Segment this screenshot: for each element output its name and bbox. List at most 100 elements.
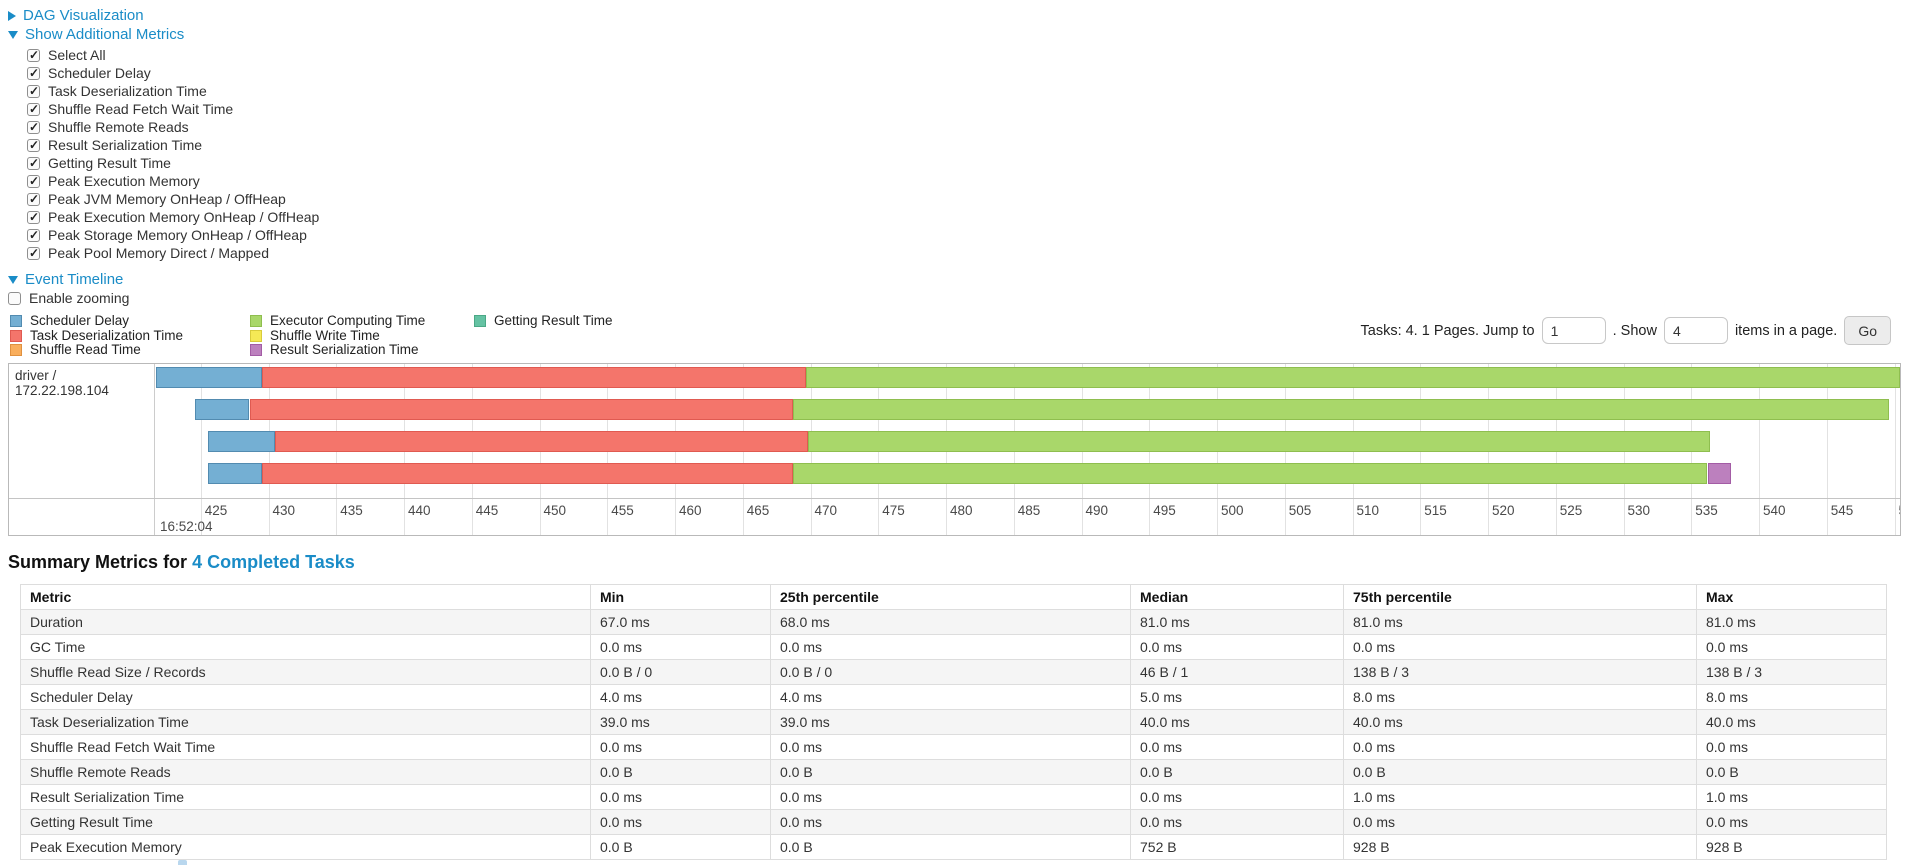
- go-button[interactable]: Go: [1844, 316, 1891, 345]
- metric-checkbox-row[interactable]: Peak Pool Memory Direct / Mapped: [27, 244, 1901, 262]
- checkbox-label: Getting Result Time: [48, 155, 171, 171]
- event-timeline-chart: driver / 172.22.198.104 425 430 435 440 445 4…: [8, 363, 1901, 536]
- checkbox-icon[interactable]: [27, 48, 40, 62]
- checkbox-icon[interactable]: [27, 210, 40, 224]
- column-header-metric: Metric: [20, 584, 591, 610]
- checkbox-label: Select All: [48, 47, 106, 63]
- axis-time-label: 16:52:04: [160, 519, 213, 534]
- metric-checkbox-row[interactable]: Peak Execution Memory: [27, 172, 1901, 190]
- checkbox-icon[interactable]: [27, 120, 40, 134]
- scheduler-delay-bar[interactable]: [207, 431, 276, 452]
- task-deserialization-bar[interactable]: [261, 367, 807, 388]
- expanded-arrow-icon: [8, 30, 18, 39]
- axis-tick-label: 550: [1899, 503, 1901, 518]
- metric-checkbox-row[interactable]: Peak Storage Memory OnHeap / OffHeap: [27, 226, 1901, 244]
- metric-value-cell: 138 B / 3: [1696, 659, 1887, 685]
- checkbox-icon[interactable]: [27, 192, 40, 206]
- metric-checkbox-row[interactable]: Result Serialization Time: [27, 136, 1901, 154]
- metric-checkbox-row[interactable]: Peak JVM Memory OnHeap / OffHeap: [27, 190, 1901, 208]
- metric-checkbox-row[interactable]: Select All: [27, 46, 1901, 64]
- clipped-content-fragment: [178, 860, 187, 865]
- axis-tick-label: 475: [882, 503, 905, 518]
- metric-value-cell: 0.0 B / 0: [770, 659, 1131, 685]
- checkbox-icon[interactable]: [27, 66, 40, 80]
- task-pagination: Tasks: 4. 1 Pages. Jump to . Show items …: [1361, 316, 1891, 345]
- metric-value-cell: 39.0 ms: [590, 709, 771, 735]
- checkbox-icon[interactable]: [27, 138, 40, 152]
- metric-checkbox-row[interactable]: Shuffle Remote Reads: [27, 118, 1901, 136]
- legend-label: Result Serialization Time: [270, 342, 419, 357]
- executor-computing-bar[interactable]: [806, 367, 1900, 388]
- completed-tasks-link[interactable]: 4 Completed Tasks: [192, 552, 355, 572]
- metric-value-cell: 0.0 ms: [1130, 634, 1344, 660]
- legend-label: Shuffle Write Time: [270, 327, 380, 343]
- table-row: Shuffle Read Size / Records 0.0 B / 0 0.0 …: [20, 659, 1887, 685]
- scheduler-delay-bar[interactable]: [156, 367, 262, 388]
- executor-computing-bar[interactable]: [792, 463, 1708, 484]
- metric-checkbox-row[interactable]: Task Deserialization Time: [27, 82, 1901, 100]
- checkbox-icon[interactable]: [27, 246, 40, 260]
- enable-zooming-row[interactable]: Enable zooming: [8, 289, 1901, 307]
- event-timeline-toggle[interactable]: Event Timeline: [8, 270, 1901, 289]
- legend-item: Shuffle Read Time: [10, 342, 250, 358]
- metric-value-cell: 0.0 ms: [1343, 734, 1697, 760]
- dag-visualization-label: DAG Visualization: [23, 7, 144, 24]
- legend-label: Getting Result Time: [494, 313, 613, 328]
- metric-value-cell: 40.0 ms: [1130, 709, 1344, 735]
- checkbox-icon[interactable]: [27, 228, 40, 242]
- legend-swatch-icon: [10, 329, 22, 342]
- legend-swatch-icon: [10, 344, 22, 357]
- metric-name-cell: Task Deserialization Time: [20, 709, 591, 735]
- timeline-gridline: [200, 364, 202, 535]
- executor-computing-bar[interactable]: [792, 399, 1890, 420]
- metric-value-cell: 0.0 ms: [1130, 734, 1344, 760]
- checkbox-label: Peak Storage Memory OnHeap / OffHeap: [48, 227, 307, 243]
- column-header-25th-percentile: 25th percentile: [770, 584, 1131, 610]
- metric-value-cell: 0.0 ms: [770, 634, 1131, 660]
- metric-checkbox-row[interactable]: Getting Result Time: [27, 154, 1901, 172]
- metric-name-cell: Shuffle Remote Reads: [20, 759, 591, 785]
- metric-name-cell: Scheduler Delay: [20, 684, 591, 710]
- table-row: Shuffle Remote Reads 0.0 B 0.0 B 0.0 B 0.0 B…: [20, 759, 1887, 785]
- axis-tick-label: 525: [1559, 503, 1583, 518]
- axis-tick-label: 450: [543, 503, 567, 518]
- metric-checkbox-row[interactable]: Peak Execution Memory OnHeap / OffHeap: [27, 208, 1901, 226]
- metric-name-cell: GC Time: [20, 634, 591, 660]
- metric-value-cell: 0.0 ms: [1696, 634, 1887, 660]
- legend-item: Result Serialization Time: [250, 342, 474, 358]
- legend-swatch-icon: [10, 315, 22, 328]
- executor-computing-bar[interactable]: [807, 431, 1711, 452]
- pagination-suffix-text: items in a page.: [1734, 322, 1838, 339]
- legend-swatch-icon: [474, 315, 486, 328]
- result-serialization-bar[interactable]: [1707, 463, 1731, 484]
- legend-item: Getting Result Time: [474, 313, 613, 329]
- summary-title-prefix: Summary Metrics for: [8, 552, 193, 572]
- scheduler-delay-bar[interactable]: [207, 463, 262, 484]
- jump-to-page-input[interactable]: [1541, 317, 1606, 344]
- legend-and-pagination-row: Scheduler Delay Task Deserialization Time…: [8, 312, 1901, 358]
- axis-tick-label: 520: [1492, 503, 1515, 518]
- axis-tick-label: 490: [1085, 503, 1109, 518]
- metric-checkbox-row[interactable]: Scheduler Delay: [27, 64, 1901, 82]
- metric-value-cell: 8.0 ms: [1343, 684, 1697, 710]
- enable-zooming-checkbox[interactable]: [8, 291, 21, 305]
- checkbox-icon[interactable]: [27, 84, 40, 98]
- checkbox-icon[interactable]: [27, 174, 40, 188]
- checkbox-icon[interactable]: [27, 156, 40, 170]
- axis-tick-label: 500: [1221, 503, 1244, 518]
- checkbox-icon[interactable]: [27, 102, 40, 116]
- items-per-page-input[interactable]: [1663, 317, 1728, 344]
- scheduler-delay-bar[interactable]: [195, 399, 250, 420]
- table-row: Task Deserialization Time 39.0 ms 39.0 ms 4…: [20, 709, 1887, 735]
- task-deserialization-bar[interactable]: [249, 399, 793, 420]
- timeline-gridline: [1894, 364, 1896, 535]
- show-additional-metrics-toggle[interactable]: Show Additional Metrics: [8, 25, 1901, 44]
- metric-checkbox-row[interactable]: Shuffle Read Fetch Wait Time: [27, 100, 1901, 118]
- metric-value-cell: 39.0 ms: [770, 709, 1131, 735]
- column-header-75th-percentile: 75th percentile: [1343, 584, 1697, 610]
- task-deserialization-bar[interactable]: [261, 463, 793, 484]
- axis-tick-label: 485: [1017, 503, 1041, 518]
- axis-tick-label: 425: [204, 503, 228, 518]
- dag-visualization-toggle[interactable]: DAG Visualization: [8, 6, 1901, 25]
- task-deserialization-bar[interactable]: [275, 431, 808, 452]
